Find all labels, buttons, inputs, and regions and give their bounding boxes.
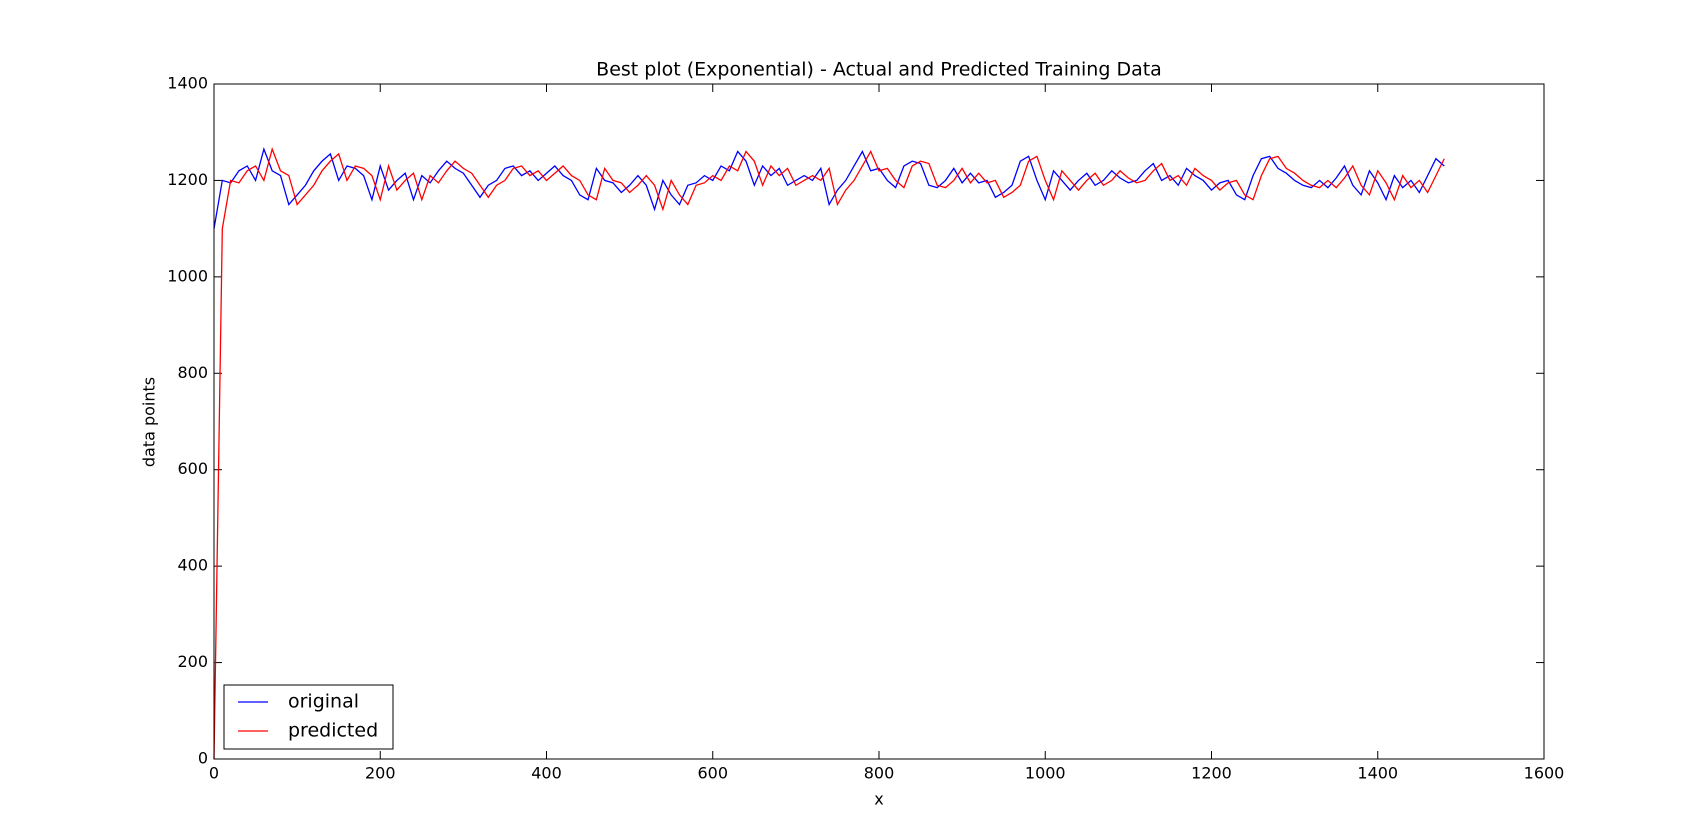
x-tick-label: 200 — [365, 764, 396, 783]
y-tick-label: 200 — [177, 652, 208, 671]
x-tick-label: 1600 — [1524, 764, 1565, 783]
y-tick-label: 0 — [198, 749, 208, 768]
y-tick-label: 800 — [177, 363, 208, 382]
legend-label: original — [288, 691, 359, 713]
chart-title: Best plot (Exponential) - Actual and Pre… — [596, 59, 1162, 81]
y-tick-label: 600 — [177, 459, 208, 478]
plot-frame — [213, 83, 1545, 760]
legend-box — [223, 684, 394, 750]
y-tick-label: 1000 — [167, 266, 208, 285]
x-tick-label: 0 — [209, 764, 219, 783]
series-line — [213, 146, 1445, 229]
legend-label: predicted — [288, 720, 378, 742]
series-line — [213, 146, 1445, 760]
x-tick-label: 600 — [697, 764, 728, 783]
x-tick-label: 1200 — [1191, 764, 1232, 783]
x-axis-label: x — [874, 790, 883, 809]
y-tick-label: 400 — [177, 556, 208, 575]
y-tick-label: 1400 — [167, 74, 208, 93]
x-tick-label: 1000 — [1025, 764, 1066, 783]
y-axis-label: data points — [140, 377, 159, 467]
x-tick-label: 400 — [531, 764, 562, 783]
x-tick-label: 800 — [864, 764, 895, 783]
y-tick-label: 1200 — [167, 170, 208, 189]
x-tick-label: 1400 — [1357, 764, 1398, 783]
